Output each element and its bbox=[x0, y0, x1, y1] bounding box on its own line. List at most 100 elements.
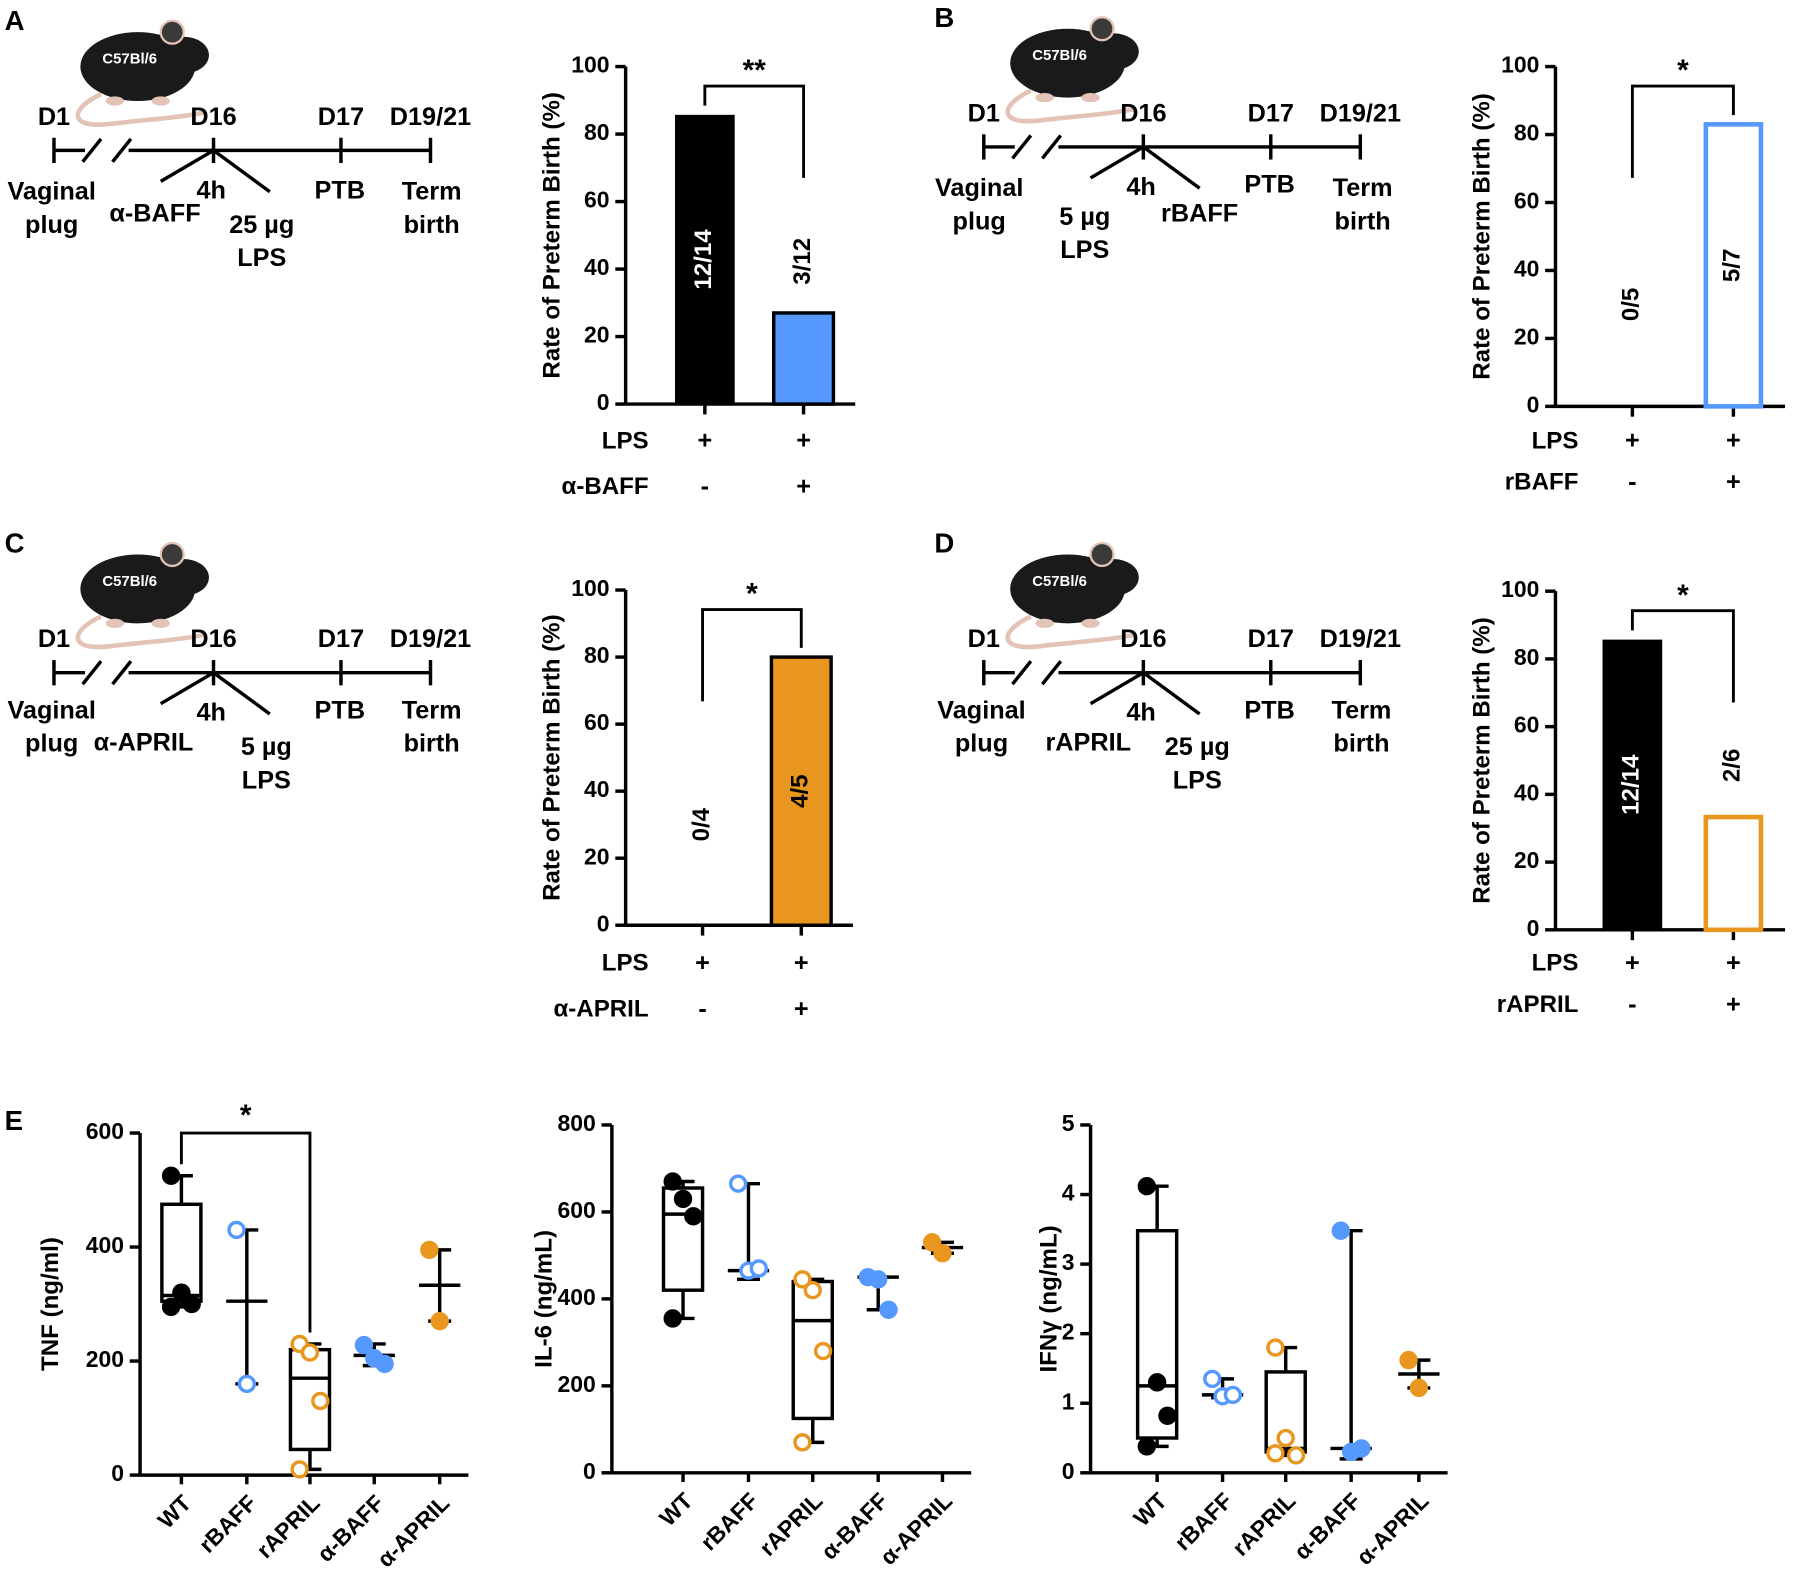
interval-branch bbox=[1089, 144, 1201, 190]
data-point bbox=[300, 1343, 320, 1362]
interval-branch bbox=[159, 670, 271, 716]
mouse-ear bbox=[159, 541, 185, 568]
day-label: D19/21 bbox=[390, 625, 471, 653]
panel-A: A C57Bl/6 D1 D16 D17 D19/21 4h Vaginal plug α-BAF… bbox=[5, 5, 472, 272]
significance-bracket bbox=[1630, 84, 1735, 178]
significance-label: * bbox=[240, 1099, 252, 1132]
data-point bbox=[420, 1240, 439, 1260]
data-point bbox=[237, 1374, 257, 1394]
condition-sign: + bbox=[1625, 949, 1640, 977]
y-axis-label: TNF (ng/ml) bbox=[37, 1237, 64, 1371]
bar-label: 4/5 bbox=[787, 774, 814, 808]
event-label: rAPRIL bbox=[1045, 729, 1131, 757]
y-tick-label: 40 bbox=[584, 776, 610, 802]
mouse-foot bbox=[105, 96, 124, 106]
mouse-foot bbox=[1035, 618, 1054, 628]
day-label: D17 bbox=[318, 103, 364, 131]
significance-bracket bbox=[703, 84, 806, 178]
event-label: plug bbox=[953, 207, 1006, 235]
timeline-break bbox=[111, 660, 133, 686]
data-point bbox=[161, 1297, 181, 1317]
mouse-head bbox=[158, 36, 209, 74]
data-point bbox=[673, 1189, 693, 1209]
y-tick-label: 60 bbox=[584, 187, 610, 213]
day-label: D1 bbox=[968, 99, 1000, 127]
event-label: α-BAFF bbox=[109, 199, 200, 227]
data-point bbox=[375, 1354, 394, 1374]
condition-label: LPS bbox=[1532, 427, 1579, 454]
bar-label: 0/4 bbox=[688, 807, 715, 841]
event-label: plug bbox=[25, 211, 78, 239]
data-point bbox=[1137, 1437, 1156, 1456]
event-label: Term bbox=[1333, 174, 1393, 202]
day-label: D1 bbox=[38, 625, 70, 653]
data-point bbox=[172, 1283, 191, 1302]
event-label: α-APRIL bbox=[94, 729, 194, 757]
x-tick-label: rBAFF bbox=[194, 1490, 262, 1558]
mouse-tail bbox=[1005, 88, 1135, 124]
day-label: D17 bbox=[1248, 99, 1294, 127]
condition-sign: + bbox=[1625, 427, 1640, 455]
y-tick-label: 600 bbox=[86, 1118, 124, 1144]
event-label: Term bbox=[402, 696, 462, 724]
data-point bbox=[311, 1391, 330, 1411]
event-label: Vaginal bbox=[937, 696, 1025, 724]
y-tick-label: 100 bbox=[571, 52, 609, 78]
condition-sign: + bbox=[1726, 949, 1741, 977]
bar bbox=[769, 655, 833, 927]
y-tick-label: 20 bbox=[1514, 323, 1540, 349]
y-tick-label: 800 bbox=[558, 1110, 596, 1136]
significance-bracket bbox=[179, 1131, 312, 1333]
condition-sign: + bbox=[697, 427, 712, 455]
data-point bbox=[793, 1270, 812, 1289]
data-point bbox=[1409, 1378, 1429, 1398]
y-tick-label: 0 bbox=[597, 910, 610, 936]
mouse-foot bbox=[1035, 92, 1054, 103]
strain-label: C57Bl/6 bbox=[1032, 47, 1087, 64]
y-tick-label: 60 bbox=[1514, 712, 1540, 738]
x-tick-label: rBAFF bbox=[695, 1487, 763, 1555]
event-label: Term bbox=[402, 178, 462, 206]
panel-B: B C57Bl/6 D1 D16 D17 D19/21 4h Vaginal plug 5 µg L… bbox=[934, 2, 1401, 264]
y-axis-label: Rate of Preterm Birth (%) bbox=[1469, 617, 1496, 904]
timeline-break bbox=[1040, 134, 1063, 160]
x-tick-label: α-APRIL bbox=[372, 1490, 454, 1572]
event-label: 25 µg bbox=[1165, 733, 1230, 761]
event-label: Term bbox=[1332, 696, 1392, 724]
y-tick-label: 600 bbox=[558, 1197, 596, 1223]
y-tick-label: 2 bbox=[1062, 1319, 1075, 1345]
significance-label: * bbox=[1677, 54, 1689, 87]
day-label: D19/21 bbox=[1320, 625, 1401, 653]
data-point bbox=[933, 1244, 952, 1263]
condition-label: LPS bbox=[1532, 950, 1579, 977]
y-tick-label: 80 bbox=[584, 119, 610, 145]
data-point bbox=[1266, 1338, 1285, 1357]
y-tick-label: 100 bbox=[1501, 576, 1539, 602]
significance-label: ** bbox=[743, 54, 767, 87]
data-point bbox=[1399, 1350, 1418, 1370]
event-label: birth bbox=[404, 211, 460, 239]
y-axis-label: Rate of Preterm Birth (%) bbox=[539, 92, 566, 379]
condition-sign: + bbox=[796, 473, 811, 501]
condition-sign: + bbox=[1726, 427, 1741, 455]
y-tick-label: 0 bbox=[1527, 391, 1540, 417]
y-tick-label: 80 bbox=[1514, 120, 1540, 146]
data-point bbox=[1276, 1428, 1295, 1448]
y-tick-label: 20 bbox=[584, 322, 610, 348]
bar-label: 3/12 bbox=[789, 238, 816, 285]
y-tick-label: 0 bbox=[1062, 1458, 1075, 1484]
data-point bbox=[1331, 1221, 1350, 1240]
data-point bbox=[663, 1309, 682, 1328]
timeline-break bbox=[1011, 134, 1033, 160]
strain-label: C57Bl/6 bbox=[102, 573, 157, 590]
condition-sign: + bbox=[794, 949, 809, 977]
event-label: plug bbox=[25, 730, 78, 758]
event-label: 25 µg bbox=[229, 211, 294, 239]
condition-sign: - bbox=[1628, 468, 1636, 496]
event-label: Vaginal bbox=[7, 696, 95, 724]
event-label: Vaginal bbox=[7, 178, 95, 206]
day-label: D1 bbox=[968, 625, 1000, 653]
bar bbox=[772, 311, 836, 406]
bar-label: 5/7 bbox=[1719, 249, 1746, 282]
event-label: PTB bbox=[315, 176, 365, 204]
